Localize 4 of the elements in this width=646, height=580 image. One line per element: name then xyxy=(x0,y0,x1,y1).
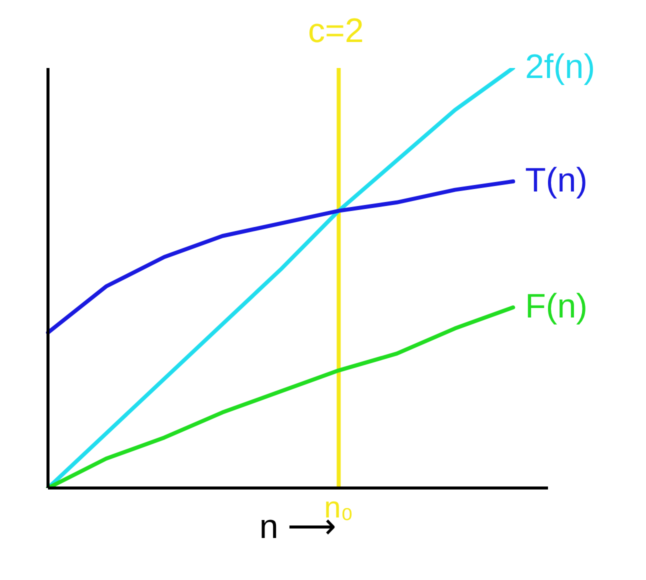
series-label: F(n) xyxy=(525,287,588,326)
series-label: T(n) xyxy=(525,161,588,200)
series-label: 2f(n) xyxy=(525,48,596,86)
text: c=2 xyxy=(308,12,364,51)
